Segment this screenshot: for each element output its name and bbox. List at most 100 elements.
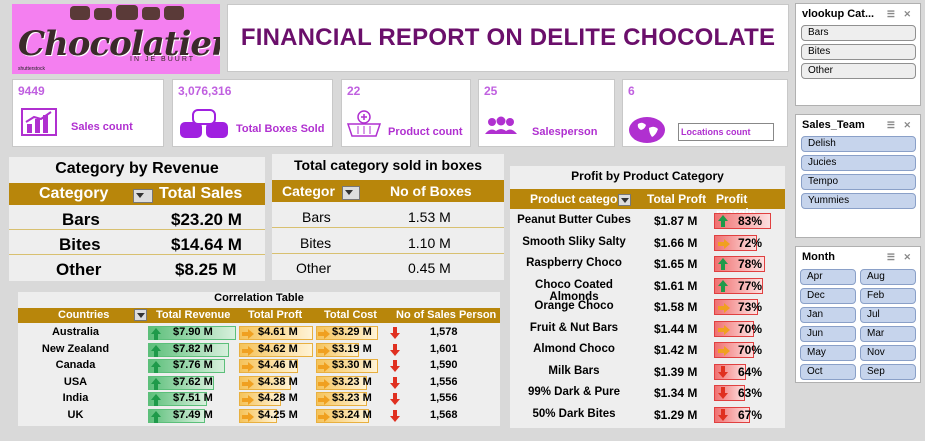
table-row: Canada $7.76 M $4.46 M $3.30 M 1,590 (18, 358, 500, 374)
country-cell: New Zealand (41, 342, 110, 355)
table-cell: Other (296, 260, 332, 276)
arrow-up-icon (718, 258, 728, 270)
title-card: FINANCIAL REPORT ON DELITE CHOCOLATE (227, 4, 789, 72)
kpi-product-count: 22 Product count (341, 79, 471, 147)
slicer-title: vlookup Cat... (802, 8, 875, 20)
product-cell: Almond Choco (533, 343, 615, 355)
profit-by-category-table: Profit by Product Category Product categ… (510, 166, 785, 428)
filter-clear-icon[interactable]: ☰ ✕ (886, 251, 914, 262)
arrow-right-icon (718, 346, 730, 356)
arrow-up-icon (151, 361, 161, 373)
table-row: 99% Dark & Pure $1.34 M 63% (510, 383, 785, 403)
arrow-down-icon (390, 376, 400, 389)
profit-cell: $4.46 M (258, 359, 298, 371)
kpi-label: Total Boxes Sold (236, 123, 325, 135)
cost-cell: $3.23 M (332, 375, 372, 388)
cost-cell: $3.19 M (332, 342, 372, 355)
filter-dropdown-icon[interactable] (133, 188, 153, 203)
slicer-item-nov[interactable]: Nov (860, 345, 916, 361)
profit-cell: $1.65 M (654, 257, 698, 271)
slicer-item-apr[interactable]: Apr (800, 269, 856, 285)
product-cell: Peanut Butter Cubes (517, 214, 631, 226)
cost-cell: $3.29 M (332, 326, 372, 338)
profit-cell: $1.42 M (654, 343, 698, 357)
profit-cell: $1.44 M (654, 321, 698, 336)
slicer-item-oct[interactable]: Oct (800, 364, 856, 380)
table-title: Total category sold in boxes (293, 157, 482, 173)
table-title: Profit by Product Category (571, 169, 724, 183)
profit-cell: $1.34 M (654, 386, 698, 400)
margin-cell: 70% (738, 321, 763, 336)
slicer-item-yummies[interactable]: Yummies (801, 193, 916, 209)
table-cell: $8.25 M (175, 260, 237, 279)
kpi-salesperson: 25 Salesperson (478, 79, 615, 147)
filter-dropdown-icon[interactable] (342, 185, 360, 200)
profit-cell: $4.62 M (258, 342, 298, 355)
boxes-icon (180, 109, 228, 138)
revenue-databar (148, 375, 214, 390)
filter-clear-icon[interactable]: ☰ ✕ (886, 8, 914, 19)
arrow-right-icon (242, 411, 254, 422)
slicer-item-aug[interactable]: Aug (860, 269, 916, 285)
table-row: 50% Dark Bites $1.29 M 67% (510, 405, 785, 425)
margin-cell: 64% (738, 364, 763, 379)
kpi-locations-count: 6 Locations count (622, 79, 788, 147)
profit-databar (239, 326, 313, 340)
header-category: Categor (282, 183, 335, 199)
slicer-item-tempo[interactable]: Tempo (801, 174, 916, 190)
sales-person-cell: 1,556 (430, 392, 458, 404)
slicer-item-bites[interactable]: Bites (801, 44, 916, 60)
sort-dropdown-icon[interactable] (134, 309, 147, 322)
chocolate-icon (116, 5, 138, 20)
revenue-databar (148, 342, 229, 357)
revenue-databar (148, 359, 225, 373)
filter-clear-icon[interactable]: ☰ ✕ (886, 119, 914, 130)
chocolate-icon (70, 6, 90, 20)
profit-cell: $1.29 M (654, 407, 698, 422)
slicer-item-jan[interactable]: Jan (800, 307, 856, 323)
slicer-item-jun[interactable]: Jun (800, 326, 856, 342)
table-header: Product category Total Proft Profit marg… (510, 189, 785, 220)
table-row: New Zealand $7.82 M $4.62 M $3.19 M 1,601 (18, 342, 500, 358)
slicer-item-sep[interactable]: Sep (860, 364, 916, 380)
arrow-right-icon (242, 345, 254, 356)
arrow-up-icon (718, 279, 728, 292)
slicer-month: Month ☰ ✕ Apr Aug Dec Feb Jan Jul Jun Mar… (795, 246, 921, 383)
slicer-item-mar[interactable]: Mar (860, 326, 916, 342)
product-cell: Orange Choco (534, 300, 614, 312)
table-row: Orange Choco $1.58 M 73% (510, 297, 785, 317)
country-cell: Australia (51, 326, 100, 338)
margin-cell: 67% (738, 407, 763, 422)
cost-cell: $3.24 M (332, 408, 372, 421)
revenue-cell: $7.82 M (173, 342, 213, 355)
arrow-up-icon (151, 410, 161, 423)
slicer-item-other[interactable]: Other (801, 63, 916, 79)
slicer-item-bars[interactable]: Bars (801, 25, 916, 41)
table-row: India $7.51 M $4.28 M $3.23 M 1,556 (18, 391, 500, 407)
slicer-category: vlookup Cat... ☰ ✕ Bars Bites Other (795, 3, 921, 106)
arrow-down-icon (390, 409, 400, 422)
slicer-item-may[interactable]: May (800, 345, 856, 361)
kpi-value: 22 (347, 84, 361, 98)
sales-person-cell: 1,590 (430, 359, 458, 371)
arrow-up-icon (718, 215, 728, 227)
arrow-right-icon (718, 238, 730, 249)
margin-cell: 63% (738, 386, 763, 400)
table-row: Fruit & Nut Bars $1.44 M 70% (510, 319, 785, 339)
profit-cell: $1.66 M (654, 235, 698, 250)
slicer-item-feb[interactable]: Feb (860, 288, 916, 304)
category-boxes-table: Total category sold in boxes Categor No … (272, 154, 504, 280)
arrow-right-icon (718, 324, 730, 335)
slicer-sales-team: Sales_Team ☰ ✕ Delish Jucies Tempo Yummie… (795, 114, 921, 238)
slicer-item-jucies[interactable]: Jucies (801, 155, 916, 171)
margin-cell: 83% (738, 214, 763, 228)
profit-cell: $1.87 M (654, 214, 698, 228)
slicer-item-jul[interactable]: Jul (860, 307, 916, 323)
chocolate-icon (142, 7, 160, 20)
slicer-item-dec[interactable]: Dec (800, 288, 856, 304)
sort-dropdown-icon[interactable] (618, 193, 631, 206)
slicer-item-delish[interactable]: Delish (801, 136, 916, 152)
table-cell: $23.20 M (171, 210, 242, 229)
table-cell: Bars (302, 209, 331, 225)
table-row: UK $7.49 M $4.25 M $3.24 M 1,568 (18, 408, 500, 424)
